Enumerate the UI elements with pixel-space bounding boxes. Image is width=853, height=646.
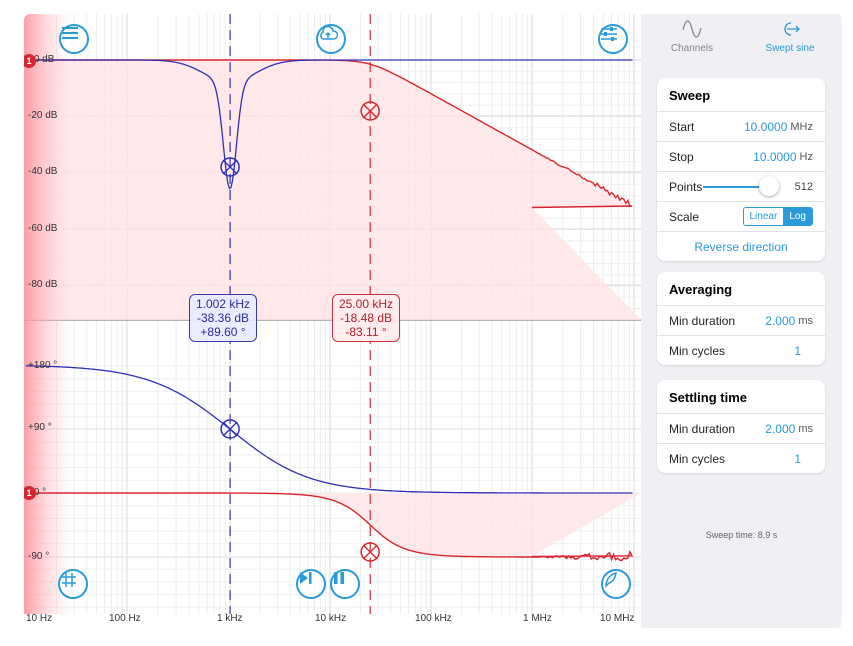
settling-cycles-label: Min cycles [669,452,725,466]
settling-duration-row[interactable]: Min duration 2.000 ms [657,414,825,444]
sliders-icon [600,26,618,42]
mag-label-40: -40 dB [28,166,57,177]
probe-button[interactable] [601,569,631,599]
averaging-card: Averaging Min duration 2.000 ms Min cycl… [657,272,825,365]
points-slider-knob[interactable] [759,176,779,196]
menu-icon [61,26,79,40]
stop-label: Stop [669,150,694,164]
averaging-cycles-row[interactable]: Min cycles 1 [657,336,825,365]
stop-value[interactable]: 10.0000 [753,150,796,164]
freq-label-100khz: 100 kHz [415,613,452,624]
red-marker-freq: 25.00 kHz [339,297,393,311]
start-unit: MHz [790,121,813,133]
stop-unit: Hz [800,151,813,163]
settling-duration-value[interactable]: 2.000 [765,422,795,436]
scale-label: Scale [669,210,699,224]
red-marker-phase: -83.11 ° [339,325,393,339]
freq-label-10mhz: 10 MHz [600,613,634,624]
phase-label-180: +180 ° [28,360,57,371]
averaging-duration-unit: ms [798,315,813,327]
mag-label-20: -20 dB [28,110,57,121]
sweep-stop-row[interactable]: Stop 10.0000 Hz [657,142,825,172]
phase-label-minus90: -90 ° [28,551,49,562]
pause-button[interactable] [330,569,360,599]
blue-marker-readout[interactable]: 1.002 kHz -38.36 dB +89.60 ° [189,294,257,342]
grid-icon [60,571,78,589]
step-play-icon [298,571,314,585]
freq-label-1khz: 1 kHz [217,613,243,624]
blue-marker-phase: +89.60 ° [196,325,250,339]
freq-label-1mhz: 1 MHz [523,613,552,624]
settings-button[interactable] [598,24,628,54]
sidebar: Channels Swept sine Sweep Start 10.0000 … [641,14,842,628]
app-frame: +0 dB -20 dB -40 dB -60 dB -80 dB +180 °… [24,14,842,628]
freq-label-10hz: 10 Hz [26,613,52,624]
blue-marker-freq: 1.002 kHz [196,297,250,311]
averaging-cycles-value[interactable]: 1 [794,344,801,358]
sweep-points-row: Points 512 [657,172,825,202]
pause-icon [332,571,346,585]
tab-channels[interactable]: Channels [647,20,737,54]
settling-duration-unit: ms [798,423,813,435]
ch1-mag-fill [24,60,641,320]
scale-log-option[interactable]: Log [783,208,812,225]
mag-label-80: -80 dB [28,279,57,290]
scale-linear-option[interactable]: Linear [744,208,784,225]
ch1-phase-fill [24,493,641,561]
settling-cycles-row[interactable]: Min cycles 1 [657,444,825,473]
upload-cloud-icon [318,26,338,42]
blue-marker-mag: -38.36 dB [196,311,250,325]
points-value: 512 [795,181,813,193]
tab-swept-sine-label: Swept sine [745,43,835,54]
start-value[interactable]: 10.0000 [744,120,787,134]
phase-label-90: +90 ° [28,422,52,433]
sweep-scale-row: Scale Linear Log [657,202,825,232]
sweep-arrow-icon [778,20,802,38]
red-marker-readout[interactable]: 25.00 kHz -18.48 dB -83.11 ° [332,294,400,342]
settling-cycles-value[interactable]: 1 [794,452,801,466]
averaging-title: Averaging [657,272,825,306]
red-marker-mag: -18.48 dB [339,311,393,325]
waveform-icon [680,20,704,38]
bode-plot[interactable]: +0 dB -20 dB -40 dB -60 dB -80 dB +180 °… [24,14,641,628]
mag-label-60: -60 dB [28,223,57,234]
averaging-cycles-label: Min cycles [669,344,725,358]
settling-duration-label: Min duration [669,422,735,436]
sweep-time-text: Sweep time: 8.9 s [641,530,842,540]
left-gradient [24,14,72,614]
freq-label-10khz: 10 kHz [315,613,346,624]
tab-swept-sine[interactable]: Swept sine [745,20,835,54]
points-label: Points [669,180,702,194]
sweep-card: Sweep Start 10.0000 MHz Stop 10.0000 Hz … [657,78,825,261]
single-step-button[interactable] [296,569,326,599]
menu-button[interactable] [59,24,89,54]
start-label: Start [669,120,694,134]
sweep-title: Sweep [657,78,825,112]
settling-card: Settling time Min duration 2.000 ms Min … [657,380,825,473]
reverse-direction-button[interactable]: Reverse direction [657,232,825,261]
freq-label-100hz: 100 Hz [109,613,141,624]
grid-button[interactable] [58,569,88,599]
sweep-start-row[interactable]: Start 10.0000 MHz [657,112,825,142]
settling-title: Settling time [657,380,825,414]
averaging-duration-value[interactable]: 2.000 [765,314,795,328]
upload-button[interactable] [316,24,346,54]
tab-channels-label: Channels [647,43,737,54]
averaging-duration-row[interactable]: Min duration 2.000 ms [657,306,825,336]
averaging-duration-label: Min duration [669,314,735,328]
probe-icon [603,571,619,589]
scale-segmented-control: Linear Log [743,207,814,226]
